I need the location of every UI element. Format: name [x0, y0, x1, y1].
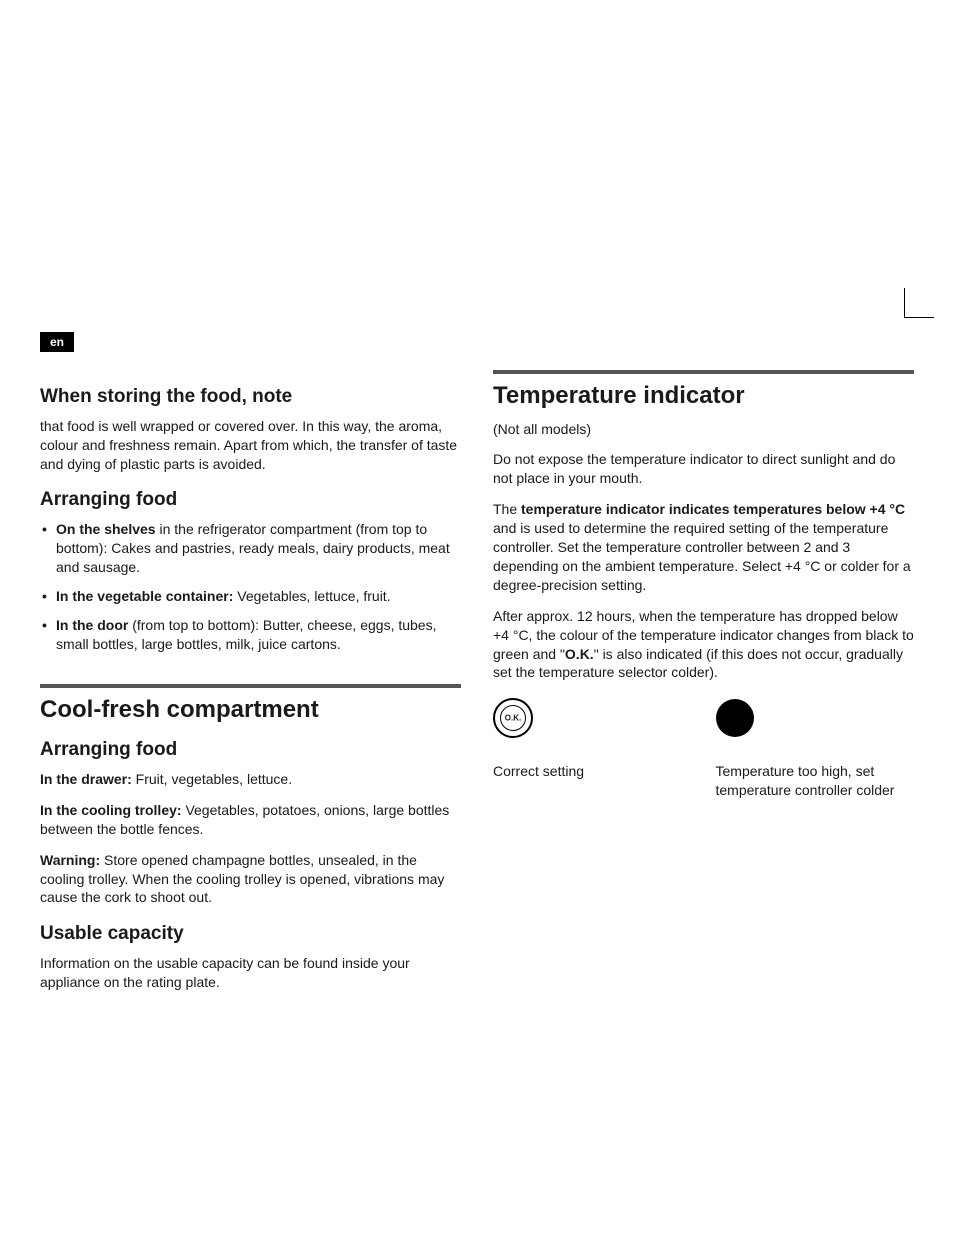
indicator-comparison-row: O.K. Correct setting Temperature too hig… — [493, 694, 914, 800]
solid-indicator-icon — [716, 694, 915, 742]
paragraph-do-not-expose: Do not expose the temperature indicator … — [493, 450, 914, 488]
left-column: When storing the food, note that food is… — [40, 370, 461, 1004]
heading-storing-food: When storing the food, note — [40, 386, 461, 409]
paragraph-drawer: In the drawer: Fruit, vegetables, lettuc… — [40, 770, 461, 789]
text-bold: O.K. — [565, 646, 594, 662]
text-bold: In the cooling trolley: — [40, 802, 182, 818]
section-divider — [40, 684, 461, 688]
paragraph-capacity: Information on the usable capacity can b… — [40, 954, 461, 992]
list-item: In the vegetable container: Vegetables, … — [40, 587, 461, 606]
ok-indicator-icon: O.K. — [493, 694, 692, 742]
text: and is used to determine the required se… — [493, 520, 911, 593]
paragraph-not-all-models: (Not all models) — [493, 420, 914, 439]
text-bold: Warning: — [40, 852, 100, 868]
right-column: Temperature indicator (Not all models) D… — [493, 370, 914, 1004]
list-item-bold: On the shelves — [56, 521, 156, 537]
paragraph-warning: Warning: Store opened champagne bottles,… — [40, 851, 461, 908]
ok-circle-label: O.K. — [505, 714, 521, 723]
paragraph-after-12-hours: After approx. 12 hours, when the tempera… — [493, 607, 914, 683]
caption-correct-setting: Correct setting — [493, 762, 692, 781]
paragraph-indicator-explanation: The temperature indicator indicates temp… — [493, 500, 914, 594]
text-bold: In the drawer: — [40, 771, 132, 787]
indicator-correct-column: O.K. Correct setting — [493, 694, 692, 800]
crop-mark — [904, 288, 934, 318]
list-item: In the door (from top to bottom): Butter… — [40, 616, 461, 654]
paragraph-trolley: In the cooling trolley: Vegetables, pota… — [40, 801, 461, 839]
text-bold: temperature indicator indicates temperat… — [521, 501, 905, 517]
heading-temperature-indicator: Temperature indicator — [493, 382, 914, 410]
list-item-bold: In the vegetable container: — [56, 588, 233, 604]
heading-arranging-food: Arranging food — [40, 489, 461, 512]
heading-usable-capacity: Usable capacity — [40, 923, 461, 946]
indicator-too-high-column: Temperature too high, set temperature co… — [716, 694, 915, 800]
list-item: On the shelves in the refrigerator compa… — [40, 520, 461, 577]
solid-circle-icon — [716, 699, 754, 737]
text: Fruit, vegetables, lettuce. — [132, 771, 292, 787]
language-badge: en — [40, 332, 74, 352]
ok-circle-icon: O.K. — [493, 698, 533, 738]
heading-cool-fresh: Cool-fresh compartment — [40, 696, 461, 724]
text: The — [493, 501, 521, 517]
list-item-bold: In the door — [56, 617, 128, 633]
caption-temp-too-high: Temperature too high, set temperature co… — [716, 762, 915, 800]
list-item-text: Vegetables, lettuce, fruit. — [233, 588, 390, 604]
two-column-layout: When storing the food, note that food is… — [40, 370, 914, 1004]
heading-arranging-food-2: Arranging food — [40, 739, 461, 762]
section-divider — [493, 370, 914, 374]
arranging-food-list: On the shelves in the refrigerator compa… — [40, 520, 461, 653]
paragraph-storing-food: that food is well wrapped or covered ove… — [40, 417, 461, 474]
text: Store opened champagne bottles, unsealed… — [40, 852, 444, 906]
